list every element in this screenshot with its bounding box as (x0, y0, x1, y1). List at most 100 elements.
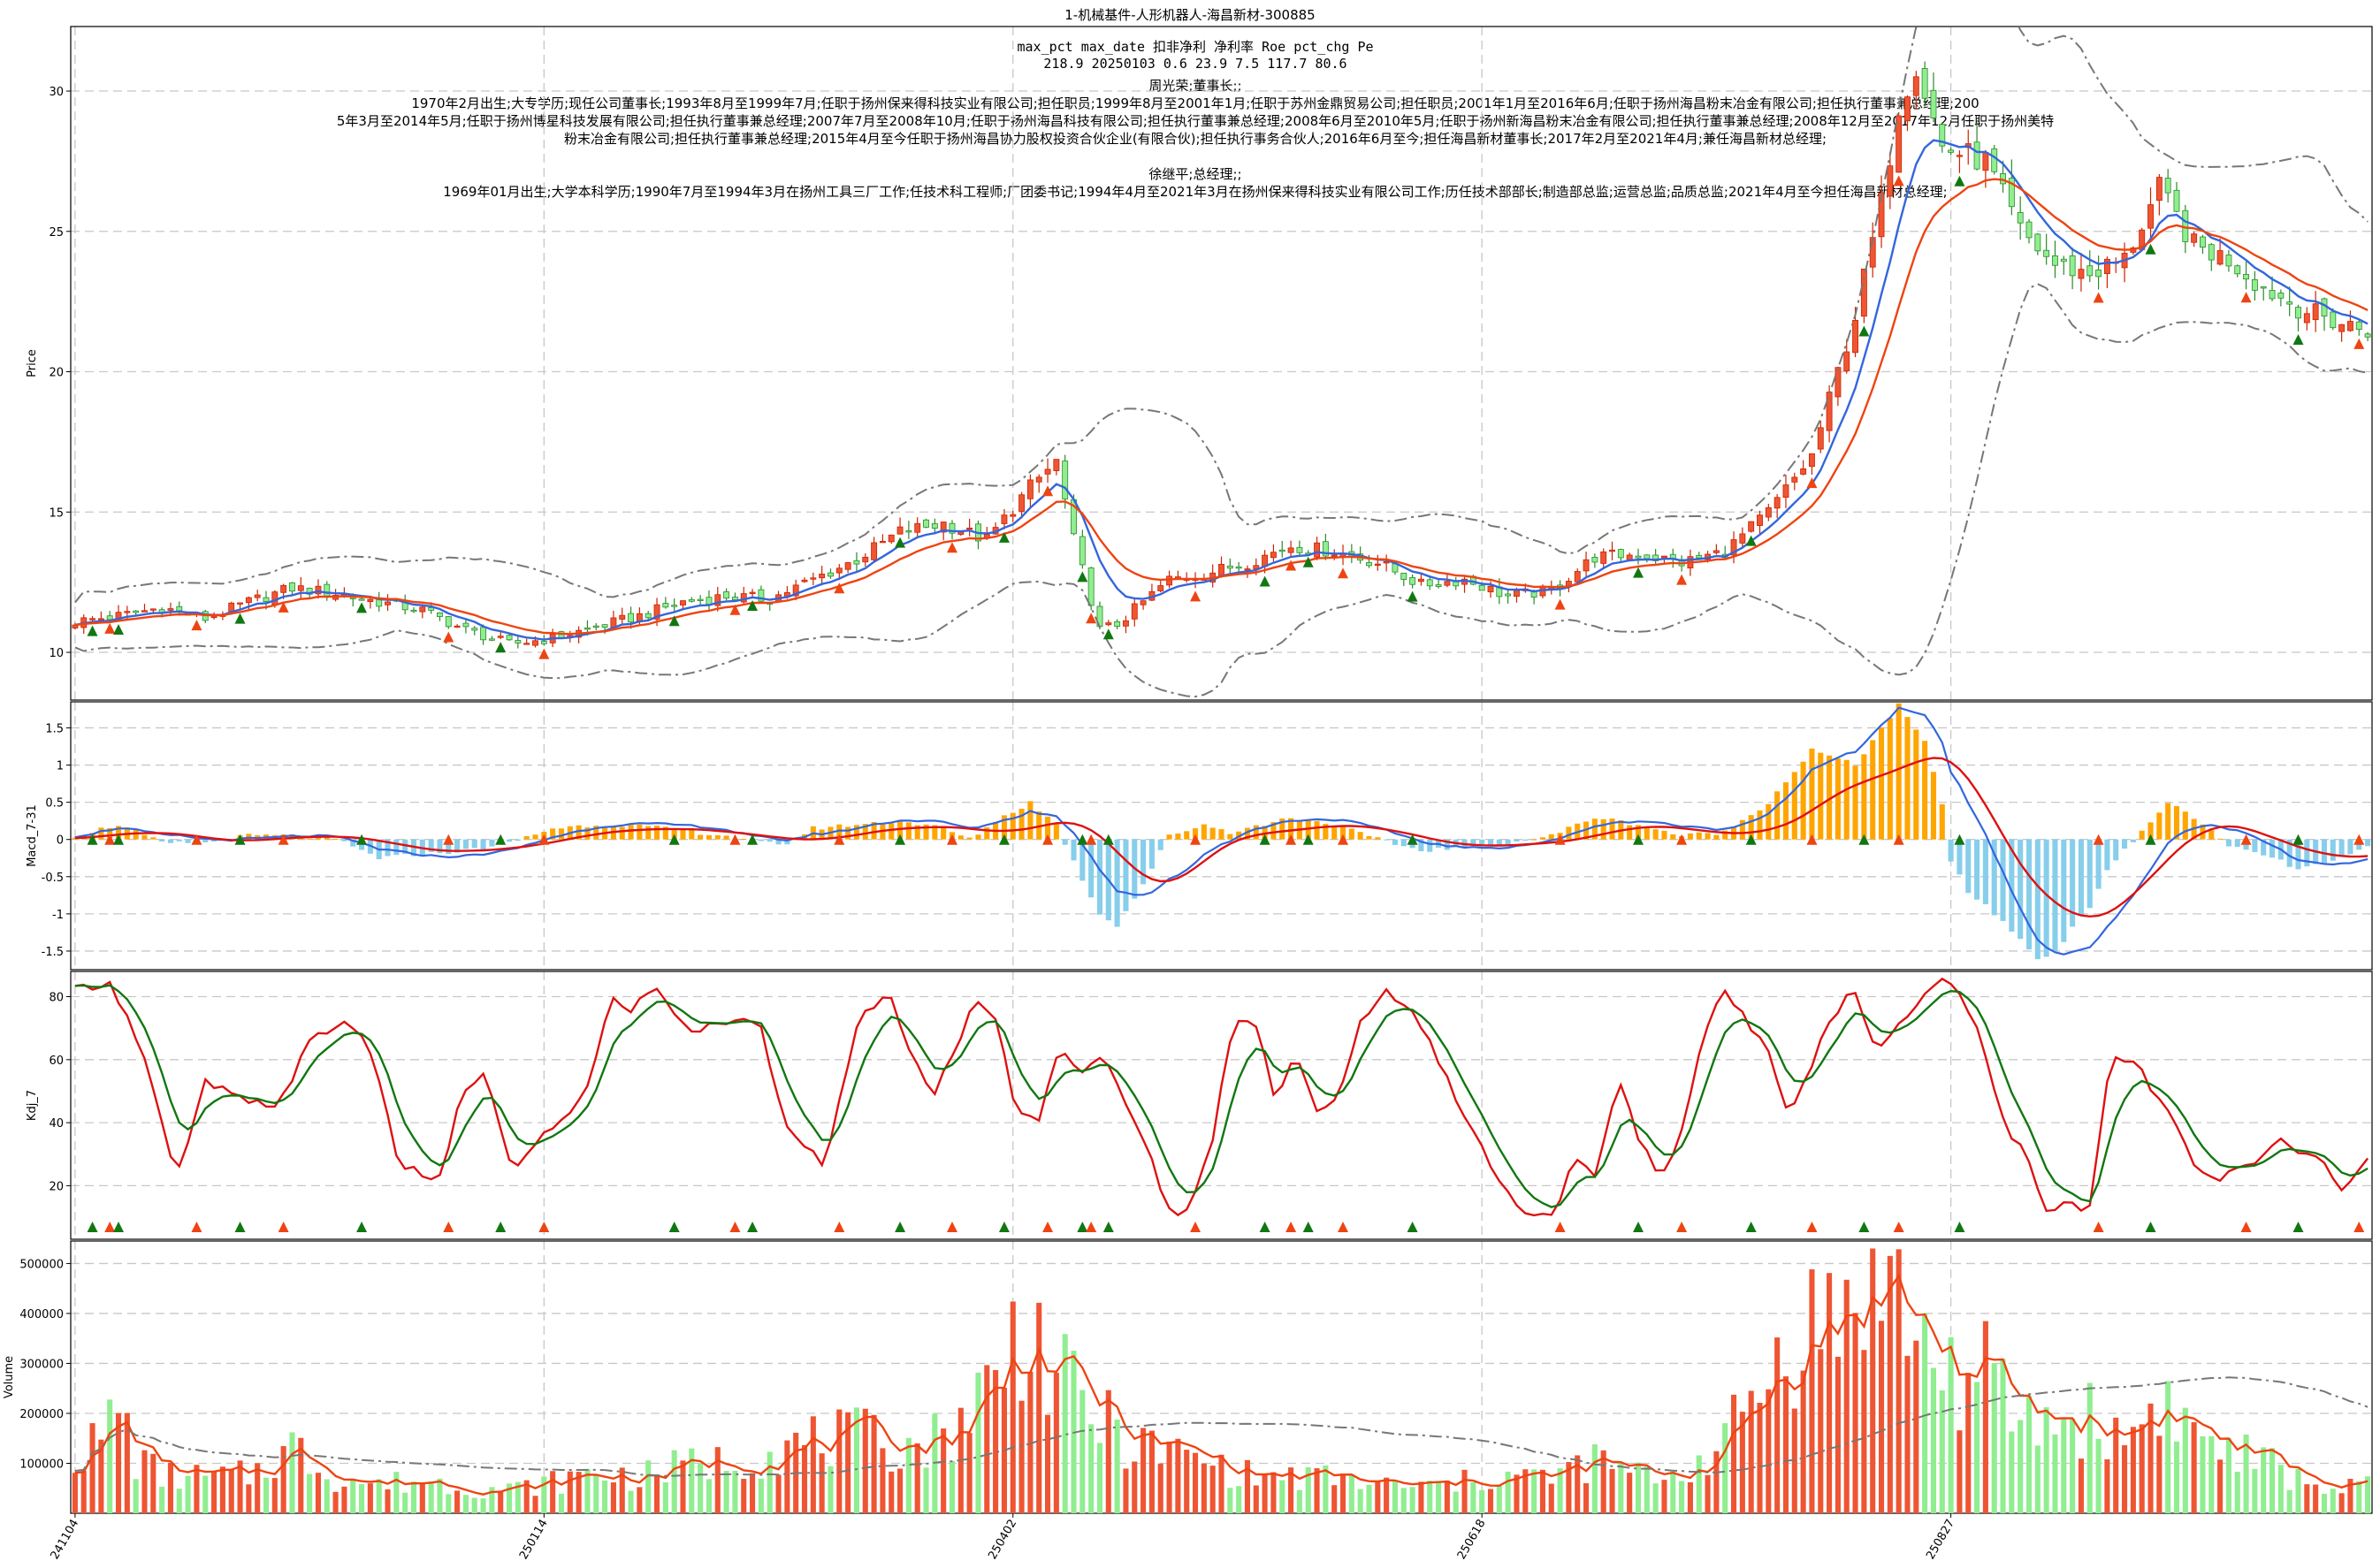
candle-body (1166, 575, 1173, 586)
volume-bar (1201, 1463, 1207, 1513)
macd-bar (2095, 839, 2102, 889)
macd-bar (1375, 837, 1381, 840)
kdj-dead-cross-marker (1954, 1222, 1965, 1232)
macd-bar (133, 830, 139, 840)
macd-bar (1339, 826, 1346, 840)
macd-bar (558, 828, 565, 840)
macd-bar (1018, 808, 1025, 840)
candle-body (923, 519, 929, 528)
volume-bar (185, 1475, 191, 1513)
candle-body (367, 598, 374, 603)
price-up-marker (1676, 574, 1688, 585)
volume-bar (1766, 1389, 1772, 1513)
price-up-marker (1893, 175, 1904, 187)
macd-bar (1270, 822, 1277, 840)
candle-body (2216, 250, 2224, 265)
candle-body (1123, 620, 1129, 627)
volume-bar (2078, 1458, 2084, 1513)
kdj-dead-cross-marker (113, 1222, 125, 1232)
volume-bar (1479, 1489, 1485, 1513)
volume-bar (107, 1399, 113, 1513)
macd-bar (1782, 782, 1789, 840)
candle-body (645, 613, 652, 619)
macd-bar (2070, 839, 2076, 927)
volume-bar (836, 1409, 843, 1513)
macd-bar (741, 838, 747, 840)
macd-bar (1539, 837, 1545, 840)
candle-body (1973, 141, 1980, 170)
candle-body (2060, 258, 2067, 263)
macd-bar (1609, 819, 1615, 840)
volume-bar (2086, 1382, 2093, 1513)
price-down-marker (234, 613, 246, 624)
kdj-dead-cross-marker (356, 1222, 368, 1232)
volume-bar (2061, 1417, 2067, 1513)
macd-bar (2269, 839, 2276, 858)
macd-bar (1010, 812, 1016, 840)
macd-bar (1948, 839, 1954, 862)
candle-body (1774, 497, 1781, 509)
candle-body (819, 574, 826, 579)
candle-body (2312, 303, 2319, 321)
candle-body (662, 603, 669, 608)
kdj-golden-cross-marker (2240, 1222, 2252, 1232)
volume-bar (2173, 1441, 2180, 1513)
volume-bar (2234, 1471, 2240, 1513)
y-tick-label: 0.5 (45, 797, 64, 811)
macd-bar (1861, 754, 1867, 840)
price-up-marker (1042, 485, 1054, 497)
kdj-dead-cross-marker (1302, 1222, 1314, 1232)
macd-bar (2165, 803, 2171, 840)
volume-bar (1392, 1481, 1398, 1513)
macd-bar (653, 826, 660, 840)
candle-body (2225, 255, 2232, 267)
candle-body (1253, 565, 1260, 569)
macd-bar (767, 839, 773, 842)
macd-bar (1522, 839, 1529, 841)
macd-bar (115, 826, 122, 840)
candle-body (671, 605, 678, 607)
macd-bar (1253, 825, 1259, 840)
candle-body (2330, 311, 2337, 329)
candle-body (1383, 560, 1390, 564)
candle-body (2034, 233, 2041, 252)
volume-bar (2018, 1420, 2024, 1513)
candle-body (1487, 585, 1494, 593)
volume-bar (289, 1432, 295, 1513)
candle-body (1400, 572, 1407, 580)
candle-body (245, 597, 252, 604)
macd-bar (1843, 759, 1850, 840)
price-up-marker (538, 648, 550, 659)
macd-down-marker (1407, 834, 1418, 845)
candle-body (1617, 549, 1624, 559)
macd-bar (1713, 834, 1720, 840)
candle-body (2338, 324, 2346, 332)
volume-bar (1896, 1249, 1902, 1513)
macd-bar (1288, 818, 1294, 840)
volume-bar (741, 1479, 747, 1513)
macd-bar (428, 839, 434, 852)
volume-bar (1965, 1373, 1972, 1513)
macd-bar (714, 834, 721, 840)
volume-long-ma-line (74, 1376, 2369, 1477)
volume-bar (1809, 1269, 1815, 1513)
volume-bar (1140, 1428, 1147, 1513)
candle-body (758, 589, 765, 602)
macd-bar (1974, 839, 1980, 900)
macd-bar (1600, 819, 1606, 840)
macd-bar (2086, 839, 2093, 909)
macd-bar (462, 839, 469, 849)
macd-bar (1696, 832, 1702, 840)
kdj-dead-cross-marker (234, 1222, 246, 1232)
y-tick-label: 25 (49, 226, 64, 240)
volume-bar (1913, 1340, 1919, 1513)
volume-bar (324, 1479, 330, 1513)
macd-up-marker (1285, 834, 1297, 845)
macd-bar (1818, 752, 1824, 840)
macd-bar (698, 834, 704, 840)
volume-bar (1852, 1313, 1858, 1513)
kdj-golden-cross-marker (443, 1222, 454, 1232)
volume-bar (1539, 1469, 1545, 1513)
macd-bar (1123, 839, 1129, 911)
macd-bar (1470, 839, 1476, 844)
